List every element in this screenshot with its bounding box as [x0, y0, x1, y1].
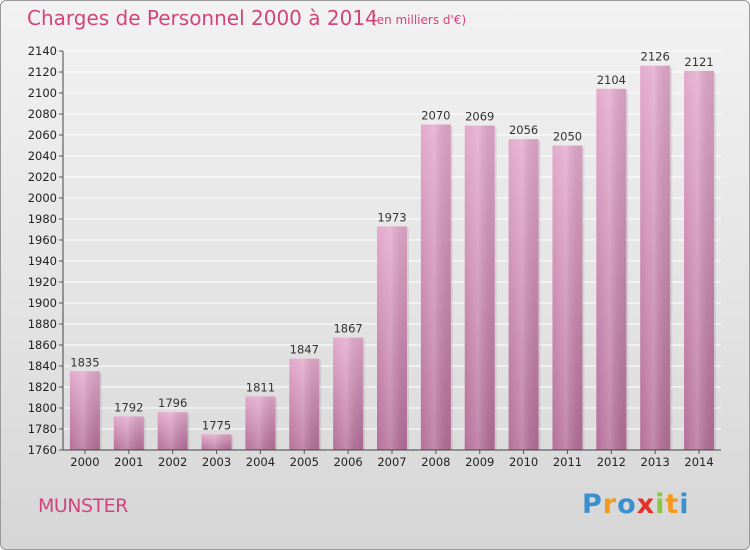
- bar-highlight: [596, 88, 627, 451]
- x-tick-label: 2007: [377, 455, 406, 469]
- x-tick-label: 2001: [114, 455, 143, 469]
- x-tick-label: 2008: [421, 455, 450, 469]
- proxiti-logo: Proxiti: [582, 489, 690, 520]
- data-label: 2121: [684, 55, 713, 69]
- data-label: 2050: [553, 130, 582, 144]
- y-tick-label: 1760: [28, 443, 57, 457]
- x-tick-label: 2003: [202, 455, 231, 469]
- y-tick-label: 1880: [28, 317, 57, 331]
- bar-highlight: [69, 371, 100, 450]
- chart-subtitle: (en milliers d'€): [372, 13, 467, 27]
- bar-highlight: [420, 124, 451, 450]
- bar-highlight: [201, 434, 232, 450]
- x-tick-label: 2006: [333, 455, 362, 469]
- bar-highlight: [508, 139, 539, 450]
- bar-highlight: [157, 412, 188, 450]
- bar-highlight: [113, 416, 144, 450]
- logo-letter: i: [679, 489, 690, 520]
- x-tick-label: 2002: [158, 455, 187, 469]
- y-tick-label: 2000: [28, 191, 57, 205]
- x-tick-label: 2013: [641, 455, 670, 469]
- y-tick-label: 2020: [28, 170, 57, 184]
- y-tick-label: 1800: [28, 401, 57, 415]
- data-label: 1811: [246, 380, 275, 394]
- y-tick-label: 1860: [28, 338, 57, 352]
- bar-highlight: [289, 358, 320, 450]
- y-tick-label: 2080: [28, 107, 57, 121]
- x-tick-label: 2000: [70, 455, 99, 469]
- bar-highlight: [245, 396, 276, 450]
- bar-highlight: [552, 145, 583, 450]
- data-label: 1775: [202, 418, 231, 432]
- y-tick-label: 1960: [28, 233, 57, 247]
- data-label: 1792: [114, 400, 143, 414]
- y-tick-label: 1920: [28, 275, 57, 289]
- bar-highlight: [684, 70, 715, 450]
- y-tick-label: 2060: [28, 128, 57, 142]
- logo-letter: o: [617, 489, 637, 520]
- data-label: 2126: [641, 50, 670, 64]
- bar-highlight: [333, 337, 364, 450]
- y-tick-label: 2040: [28, 149, 57, 163]
- y-tick-label: 1940: [28, 254, 57, 268]
- x-tick-label: 2010: [509, 455, 538, 469]
- x-tick-label: 2011: [553, 455, 582, 469]
- data-label: 2056: [509, 123, 538, 137]
- bar-highlight: [464, 125, 495, 451]
- chart-title: Charges de Personnel 2000 à 2014: [27, 6, 378, 30]
- data-label: 2070: [421, 109, 450, 123]
- data-label: 2104: [597, 73, 626, 87]
- y-tick-label: 1900: [28, 296, 57, 310]
- y-tick-label: 2120: [28, 65, 57, 79]
- x-tick-label: 2005: [290, 455, 319, 469]
- data-label: 2069: [465, 110, 494, 124]
- logo-letter: x: [636, 489, 656, 520]
- logo-letter: i: [655, 489, 666, 520]
- data-label: 1796: [158, 396, 187, 410]
- data-label: 1973: [377, 210, 406, 224]
- bar-highlight: [377, 226, 407, 450]
- logo-letter: r: [602, 489, 618, 520]
- logo-letter: t: [665, 489, 680, 520]
- data-label: 1835: [70, 355, 99, 369]
- y-tick-label: 1780: [28, 422, 57, 436]
- y-tick-label: 2100: [28, 86, 57, 100]
- x-tick-label: 2012: [597, 455, 626, 469]
- logo-letter: P: [582, 489, 603, 520]
- bar-highlight: [640, 65, 671, 450]
- data-label: 1867: [333, 322, 362, 336]
- x-tick-label: 2009: [465, 455, 494, 469]
- data-label: 1847: [290, 343, 319, 357]
- y-tick-label: 1820: [28, 380, 57, 394]
- commune-name: MUNSTER: [38, 495, 128, 517]
- x-tick-label: 2014: [684, 455, 713, 469]
- x-tick-label: 2004: [246, 455, 275, 469]
- y-tick-label: 1840: [28, 359, 57, 373]
- y-tick-label: 2140: [28, 44, 57, 58]
- y-tick-label: 1980: [28, 212, 57, 226]
